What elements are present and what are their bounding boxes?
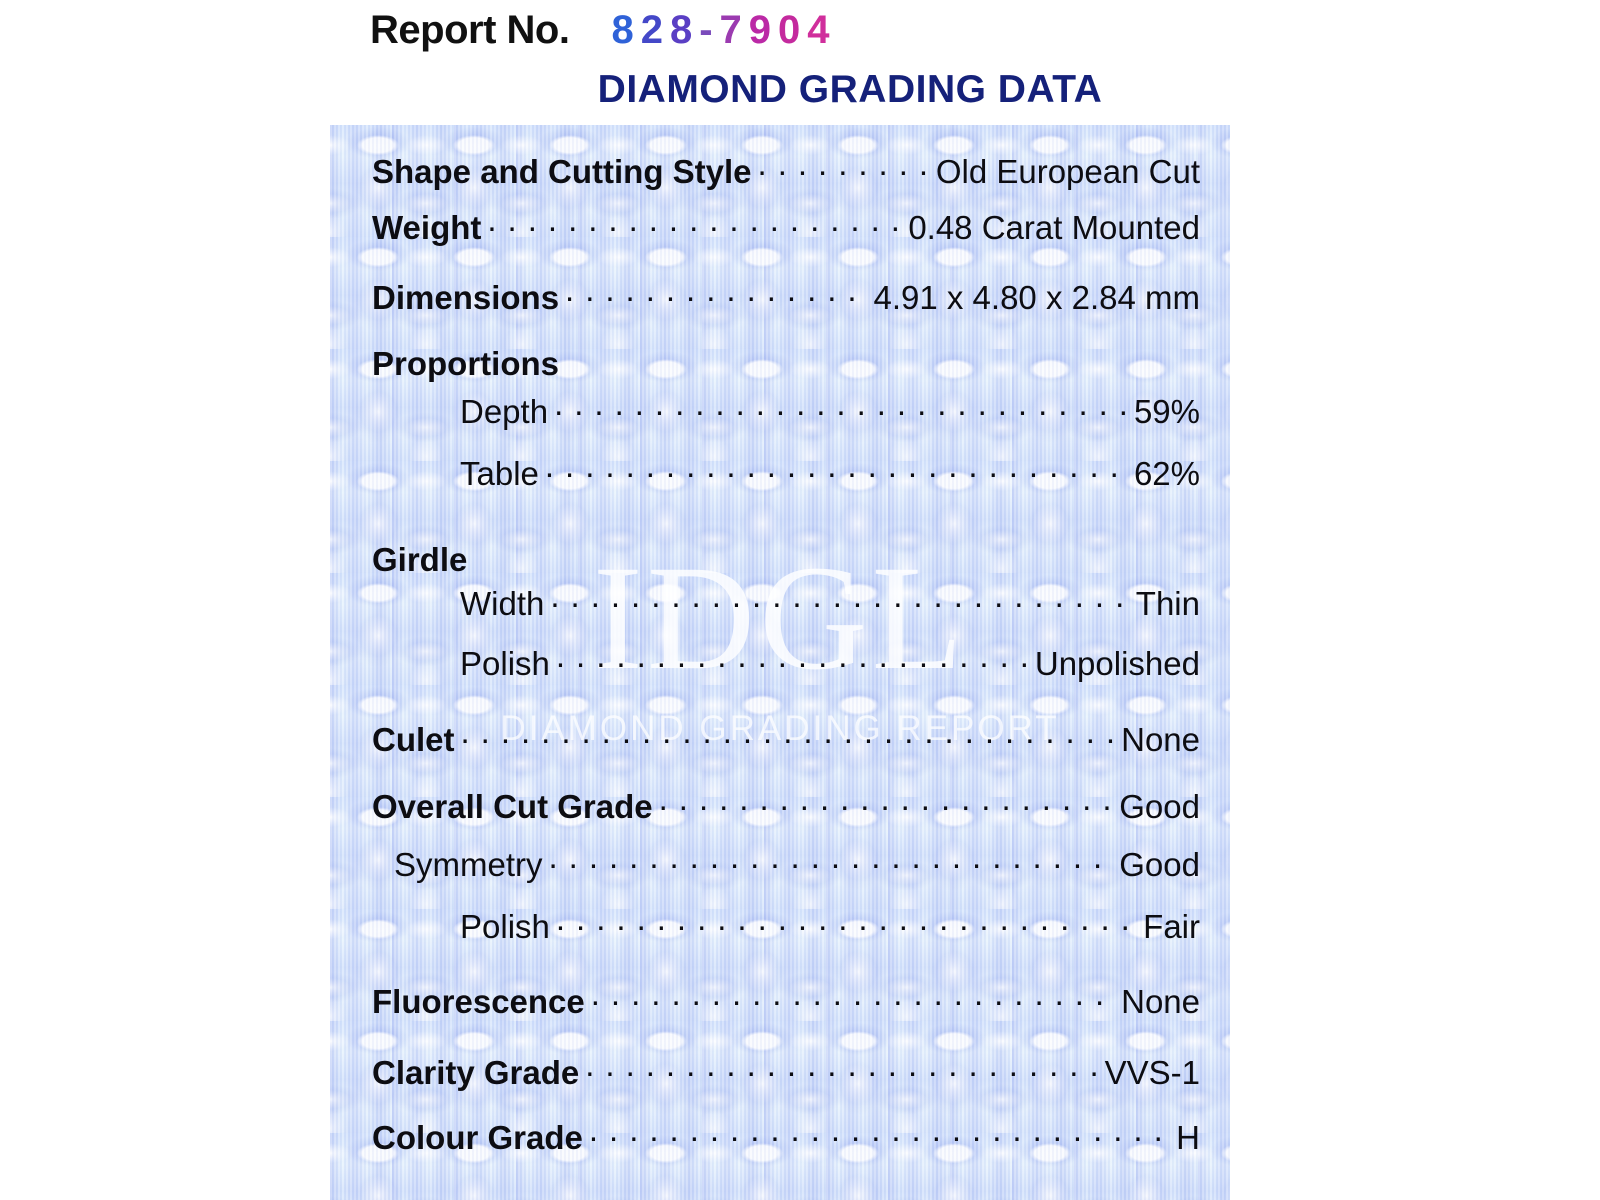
dot-leader: [545, 469, 1128, 485]
grading-row-label: Table: [460, 455, 539, 492]
grading-row-value: 0.48 Carat Mounted: [908, 209, 1200, 246]
grading-row-value: Old European Cut: [935, 153, 1200, 190]
report-number-digit-7: 4: [807, 8, 837, 52]
grading-row-value: 62%: [1133, 455, 1200, 492]
grading-row-label: Clarity Grade: [372, 1054, 580, 1091]
grading-row: Colour Grade H: [372, 1119, 1200, 1157]
grading-row-value: H: [1176, 1119, 1200, 1156]
report-number-digit-3: -: [699, 8, 720, 52]
grading-row: Table 62%: [372, 455, 1200, 493]
certificate-header: Report No. 828-7904 DIAMOND GRADING DATA: [0, 0, 1600, 125]
report-no-label: Report No.: [370, 8, 570, 52]
dot-leader: [591, 997, 1115, 1013]
report-number-digit-1: 2: [640, 8, 670, 52]
dot-leader: [550, 599, 1129, 615]
grading-row: Girdle: [372, 541, 1200, 579]
dot-leader: [659, 802, 1114, 818]
grading-row: Depth 59%: [372, 393, 1200, 431]
grading-row-label: Culet: [372, 721, 455, 758]
report-number-line: Report No. 828-7904: [370, 8, 837, 53]
dot-leader: [758, 167, 930, 183]
grading-row: Clarity Grade VVS-1: [372, 1054, 1200, 1092]
grading-row-label: Shape and Cutting Style: [372, 153, 752, 190]
grading-row-label: Fluorescence: [372, 983, 585, 1020]
grading-row-label: Depth: [460, 393, 549, 430]
grading-row-value: Fair: [1143, 908, 1200, 945]
grading-row-label: Proportions: [372, 345, 559, 382]
report-number-digit-4: 7: [719, 8, 749, 52]
report-number-digit-0: 8: [611, 8, 641, 52]
certificate-panel: IDGL DIAMOND GRADING REPORT Shape and Cu…: [330, 125, 1230, 1200]
grading-row: Polish Unpolished: [372, 645, 1200, 683]
dot-leader: [473, 555, 1194, 571]
grading-row-label: Overall Cut Grade: [372, 788, 653, 825]
grading-row: Fluorescence None: [372, 983, 1200, 1021]
dot-leader: [549, 860, 1114, 876]
grading-row: Symmetry Good: [372, 846, 1200, 884]
dot-leader: [589, 1133, 1170, 1149]
grading-row-value: None: [1121, 721, 1200, 758]
report-number-value: 828-7904: [611, 8, 836, 53]
dot-leader: [565, 359, 1194, 375]
grading-row: Overall Cut Grade Good: [372, 788, 1200, 826]
grading-row-label: Weight: [372, 209, 482, 246]
dot-leader: [556, 659, 1029, 675]
report-number-digit-5: 9: [748, 8, 779, 52]
grading-row: Polish Fair: [372, 908, 1200, 946]
grading-row-label: Symmetry: [394, 846, 543, 883]
grading-row-label: Colour Grade: [372, 1119, 583, 1156]
page-title: DIAMOND GRADING DATA: [597, 68, 1103, 111]
grading-row-value: Unpolished: [1034, 645, 1200, 682]
report-number-digit-2: 8: [669, 8, 700, 52]
dot-leader: [554, 407, 1128, 423]
dot-leader: [565, 293, 867, 309]
grading-row: Dimensions 4.91 x 4.80 x 2.84 mm: [372, 279, 1200, 317]
report-number-digit-6: 0: [778, 8, 808, 52]
grading-row-label: Girdle: [372, 541, 468, 578]
grading-row: Shape and Cutting Style Old European Cut: [372, 153, 1200, 191]
grading-row-value: Good: [1119, 788, 1200, 825]
dot-leader: [585, 1068, 1098, 1084]
grading-row-label: Dimensions: [372, 279, 560, 316]
grading-row: Culet None: [372, 721, 1200, 759]
grading-row-label: Polish: [460, 645, 550, 682]
grading-row-value: 59%: [1133, 393, 1200, 430]
grading-row: Proportions: [372, 345, 1200, 383]
grading-row-label: Polish: [460, 908, 550, 945]
grading-row-value: 4.91 x 4.80 x 2.84 mm: [873, 279, 1200, 316]
grading-row: Width Thin: [372, 585, 1200, 623]
dot-leader: [556, 922, 1137, 938]
dot-leader: [487, 223, 902, 239]
grading-row: Weight 0.48 Carat Mounted: [372, 209, 1200, 247]
grading-row-label: Width: [460, 585, 545, 622]
grading-row-value: VVS-1: [1104, 1054, 1200, 1091]
grading-row-value: Thin: [1135, 585, 1200, 622]
dot-leader: [461, 735, 1116, 751]
grading-row-value: Good: [1119, 846, 1200, 883]
grading-row-value: None: [1121, 983, 1200, 1020]
